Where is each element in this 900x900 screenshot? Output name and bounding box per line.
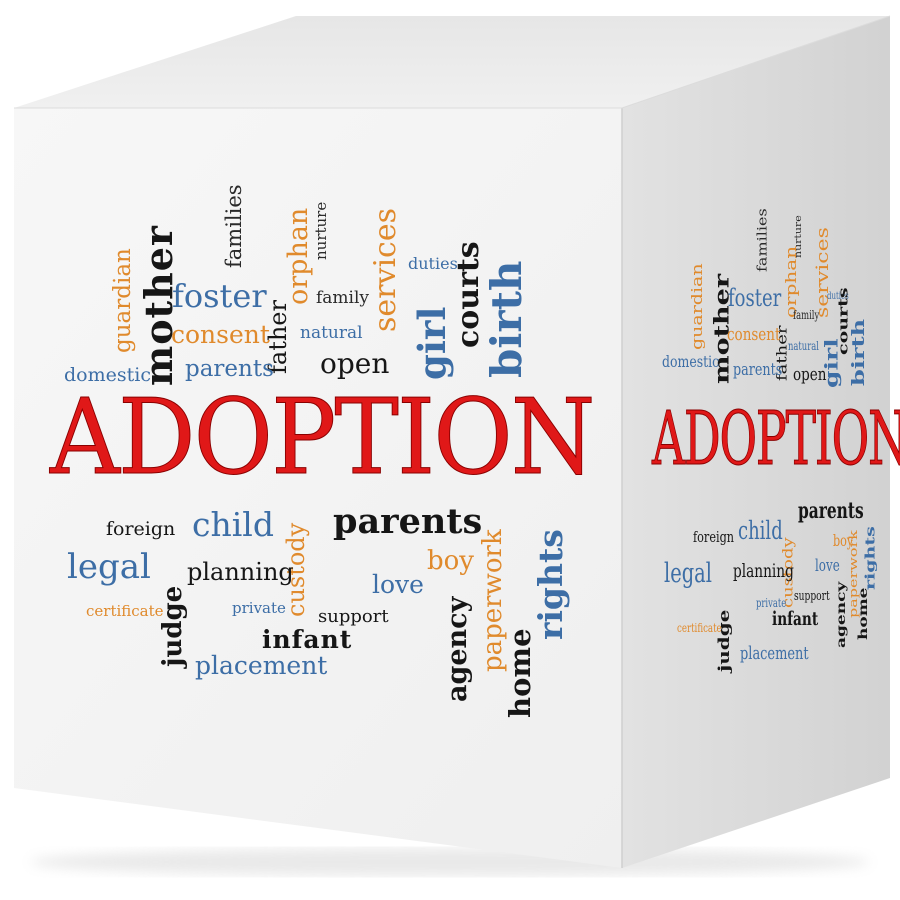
side-word-foster: foster (728, 284, 782, 312)
word-child: child (192, 505, 274, 544)
side-word-open: open (793, 364, 827, 385)
side-word-family: family (793, 308, 820, 322)
word-natural: natural (300, 323, 363, 343)
side-word-placement: placement (740, 643, 809, 664)
side-word-home: home (856, 587, 871, 640)
word-foster: foster (172, 277, 267, 315)
side-word-judge: judge (714, 609, 733, 672)
side-word-certificate: certificate (677, 621, 722, 635)
word-consent: consent (171, 320, 270, 349)
word-legal: legal (67, 547, 151, 587)
word-boy: boy (427, 546, 474, 576)
word-private: private (232, 599, 286, 617)
word-domestic: domestic (64, 364, 151, 386)
side-word-legal: legal (664, 558, 712, 589)
word-parents-small: parents (185, 356, 274, 382)
side-word-rights: rights (862, 526, 878, 590)
side-word-natural: natural (788, 339, 819, 353)
word-certificate: certificate (86, 602, 164, 620)
word-duties: duties (408, 254, 458, 273)
cube-front-face (14, 108, 622, 868)
cube-edge-top (14, 15, 891, 109)
side-word-child: child (738, 516, 783, 545)
side-word-boy: boy (833, 531, 854, 550)
word-open: open (320, 347, 390, 380)
side-word-families: families (754, 208, 770, 272)
word-love: love (372, 570, 424, 599)
side-word-private: private (756, 596, 787, 610)
cube-top-face (14, 16, 890, 108)
side-word-parents-small: parents (733, 360, 783, 380)
word-family: family (316, 288, 370, 308)
side-word-services: services (813, 227, 833, 318)
side-word-planning: planning (733, 560, 794, 582)
word-infant: infant (262, 625, 353, 654)
word-foreign: foreign (106, 518, 176, 540)
side-word-love: love (815, 556, 840, 576)
word-planning: planning (187, 558, 294, 586)
word-placement: placement (195, 651, 328, 680)
side-word-guardian: guardian (688, 263, 706, 350)
side-word-duties: duties (827, 291, 849, 302)
side-word-support: support (794, 589, 830, 604)
cube-side-face (622, 16, 890, 868)
side-title-adoption: ADOPTION (652, 396, 900, 482)
title-adoption: ADOPTION (50, 376, 596, 498)
word-support: support (318, 606, 389, 627)
side-word-domestic: domestic (662, 352, 720, 371)
side-word-birth: birth (847, 318, 869, 386)
side-word-agency: agency (834, 581, 849, 648)
side-word-consent: consent (727, 324, 781, 345)
word-parents-big: parents (333, 501, 483, 542)
side-word-foreign: foreign (693, 528, 735, 546)
side-word-parents-big: parents (798, 498, 864, 524)
side-word-infant: infant (772, 608, 819, 630)
